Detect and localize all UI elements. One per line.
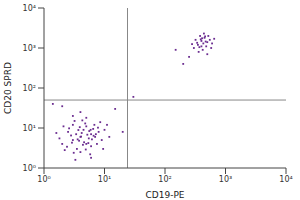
svg-text:CD20 SPRD: CD20 SPRD [8,62,13,114]
svg-text:10³: 10³ [23,44,36,53]
svg-text:10⁰: 10⁰ [23,164,36,173]
svg-text:10¹: 10¹ [23,124,36,133]
svg-text:10⁴: 10⁴ [279,175,292,184]
svg-text:10³: 10³ [219,175,232,184]
svg-text:10²: 10² [158,175,171,184]
svg-text:10¹: 10¹ [98,175,111,184]
svg-text:10⁴: 10⁴ [23,4,36,13]
svg-text:CD19-PE: CD19-PE [145,190,184,200]
svg-text:10²: 10² [23,84,36,93]
svg-text:10⁰: 10⁰ [37,175,50,184]
